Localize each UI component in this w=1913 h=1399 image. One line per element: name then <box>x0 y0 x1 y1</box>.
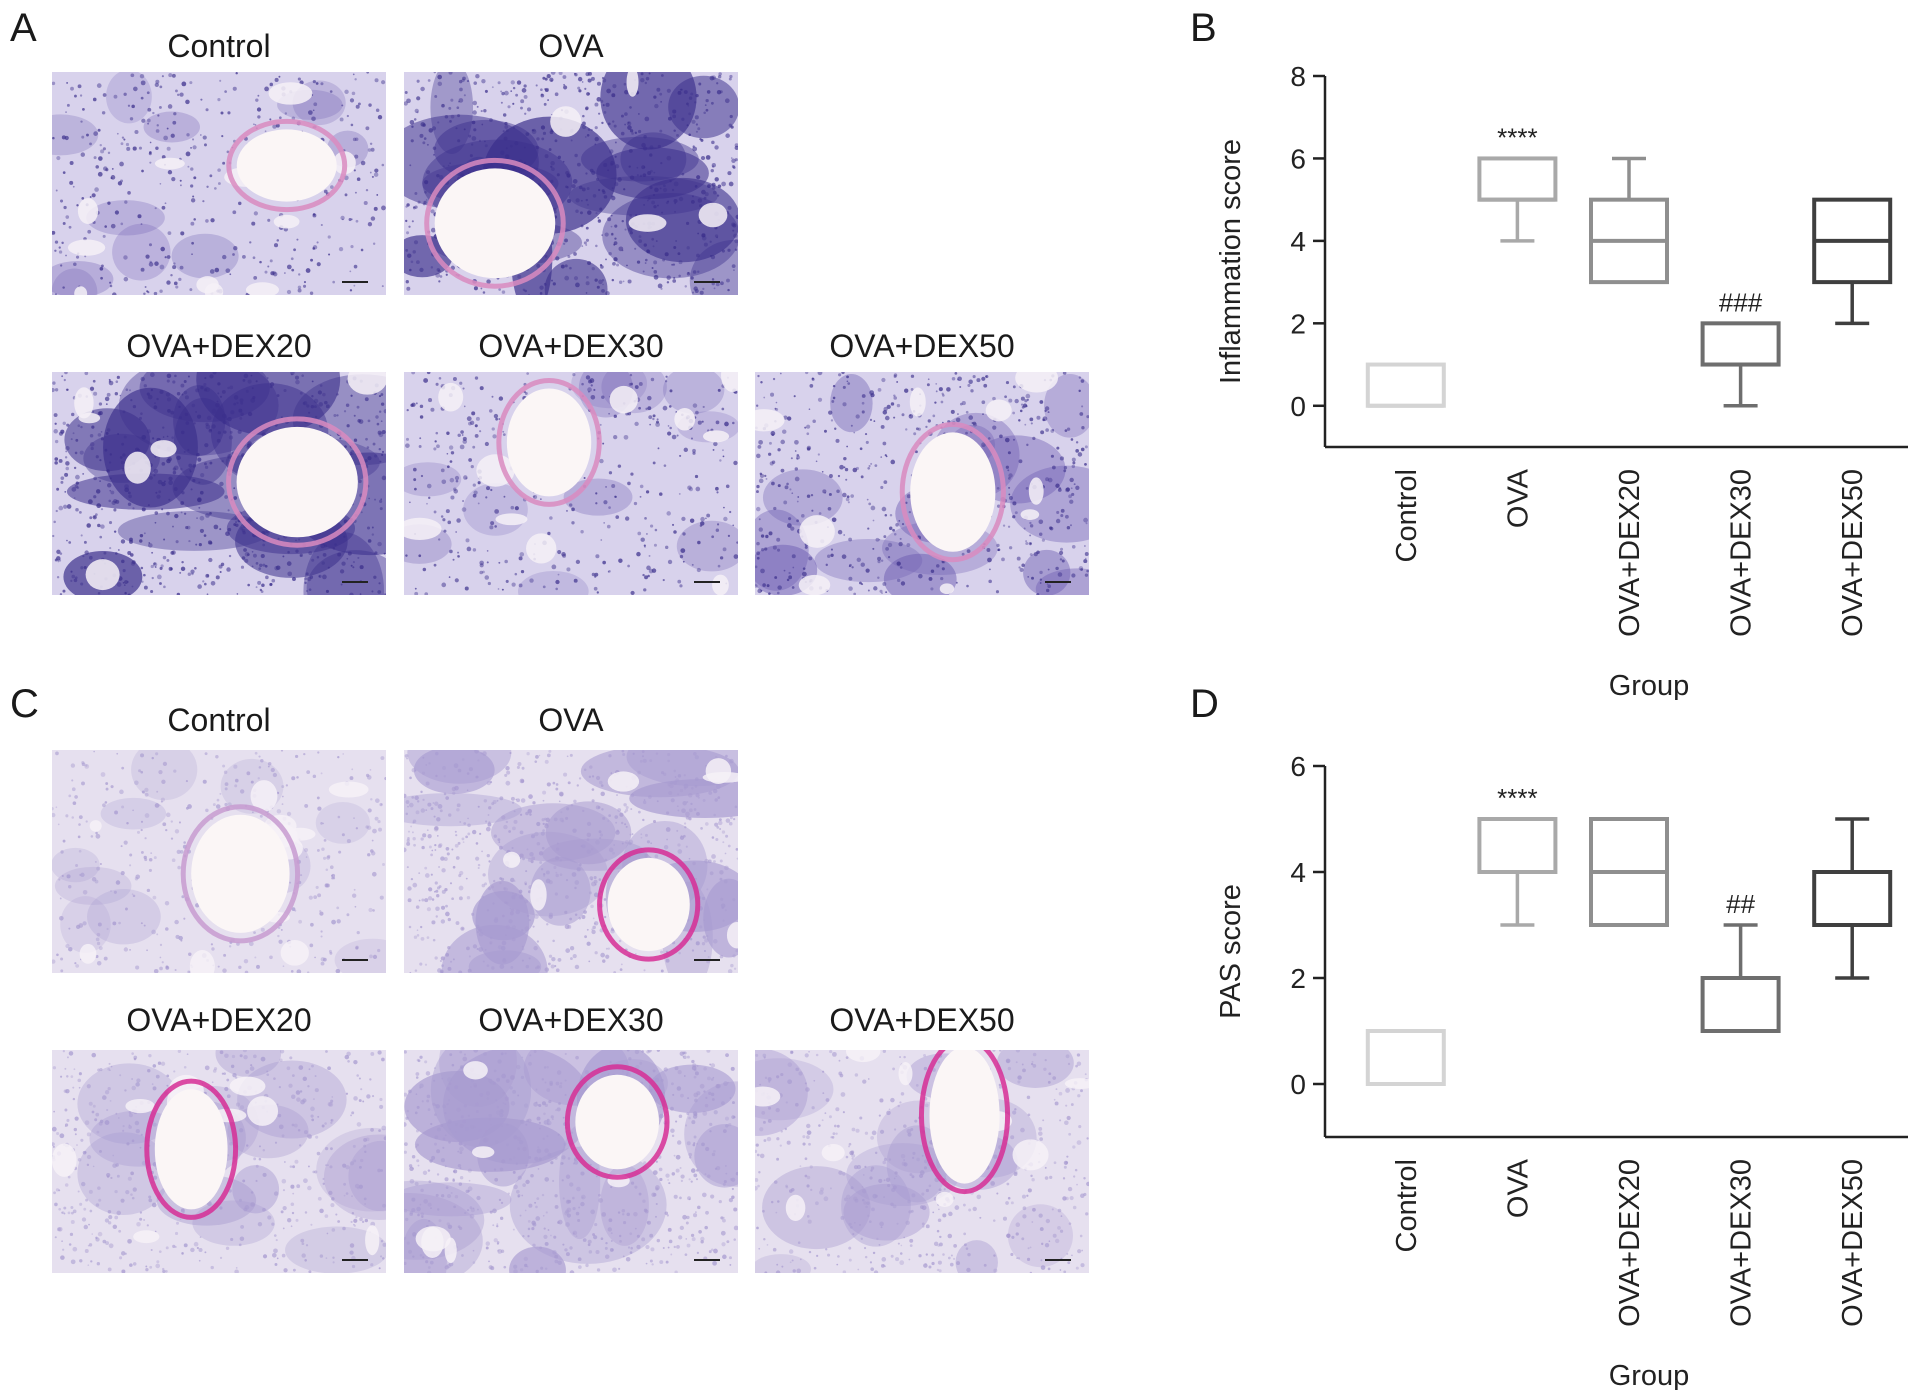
y-axis-title: Inflammation score <box>1215 139 1247 384</box>
micrograph-title-c-3: OVA+DEX20 <box>126 1002 312 1038</box>
box-ova <box>1477 156 1558 243</box>
micrograph-a-5 <box>755 372 1089 595</box>
micrograph-c-1 <box>52 750 386 973</box>
y-axis-title: PAS score <box>1215 884 1247 1019</box>
micrograph-title-c-2: OVA <box>538 702 604 738</box>
y-tick-label: 6 <box>1290 751 1306 782</box>
x-tick-label: OVA <box>1502 468 1534 528</box>
chart-b-svg: 0 2 4 6 8 Inflammation score Control **** OVA OVA… <box>1215 61 1908 702</box>
y-tick-label: 8 <box>1290 61 1306 92</box>
panel-letter-b: B <box>1190 6 1217 50</box>
x-tick-label: OVA+DEX20 <box>1614 1159 1646 1327</box>
micrograph-a-2 <box>404 72 738 295</box>
box-ova-dex30 <box>1700 321 1781 408</box>
x-tick-label: Control <box>1391 469 1423 563</box>
box-ova-dex30 <box>1700 923 1781 1033</box>
box-control <box>1365 1029 1446 1086</box>
significance-annotation: **** <box>1497 783 1537 813</box>
y-tick-label: 0 <box>1290 1069 1306 1100</box>
x-tick-label: OVA+DEX50 <box>1837 1159 1869 1327</box>
x-tick-label: OVA+DEX30 <box>1726 469 1758 637</box>
y-tick-label: 6 <box>1290 143 1306 174</box>
chart-d-svg: 0 2 4 6 PAS score Control **** OVA OVA+DEX20 ## OV… <box>1215 751 1908 1392</box>
micrograph-c-2 <box>404 750 738 973</box>
panel-letter-a: A <box>10 6 37 50</box>
x-tick-label: OVA+DEX20 <box>1614 469 1646 637</box>
x-axis-title: Group <box>1609 670 1690 700</box>
x-axis-title: Group <box>1609 1360 1690 1390</box>
micrograph-title-c-5: OVA+DEX50 <box>829 1002 1015 1038</box>
micrograph-title-a-5: OVA+DEX50 <box>829 328 1015 364</box>
micrograph-title-a-2: OVA <box>538 28 604 64</box>
box-ova <box>1477 817 1558 927</box>
chart-b-inflammation-score: 0 2 4 6 8 Inflammation score Control **** OVA OVA… <box>1160 0 1913 702</box>
micrograph-title-c-1: Control <box>167 702 271 738</box>
y-tick-label: 2 <box>1290 308 1306 339</box>
box-ova-dex50 <box>1812 197 1893 326</box>
y-tick-label: 2 <box>1290 963 1306 994</box>
panel-letter-c: C <box>10 682 39 726</box>
box-ova-dex20 <box>1589 817 1669 927</box>
x-tick-label: OVA+DEX50 <box>1837 469 1869 637</box>
significance-annotation: ### <box>1719 287 1763 317</box>
significance-annotation: **** <box>1497 122 1537 152</box>
micrograph-title-c-4: OVA+DEX30 <box>478 1002 664 1038</box>
x-tick-label: Control <box>1391 1159 1423 1253</box>
micrograph-a-1 <box>52 72 386 295</box>
micrograph-a-3 <box>52 372 386 595</box>
x-tick-label: OVA+DEX30 <box>1726 1159 1758 1327</box>
box-ova-dex20 <box>1589 156 1669 285</box>
micrograph-a-4 <box>404 372 738 595</box>
box-control <box>1365 362 1446 408</box>
x-tick-label: OVA <box>1502 1158 1534 1218</box>
micrograph-title-a-1: Control <box>167 28 271 64</box>
significance-annotation: ## <box>1726 889 1755 919</box>
box-ova-dex50 <box>1812 817 1893 980</box>
micrograph-title-a-3: OVA+DEX20 <box>126 328 312 364</box>
y-tick-label: 4 <box>1290 857 1306 888</box>
chart-d-pas-score: 0 2 4 6 PAS score Control **** OVA OVA+DEX20 ## OV… <box>1160 690 1913 1392</box>
micrograph-title-a-4: OVA+DEX30 <box>478 328 664 364</box>
micrograph-c-3 <box>52 1050 386 1273</box>
micrograph-c-4 <box>404 1050 738 1273</box>
micrograph-c-5 <box>755 1050 1089 1273</box>
y-tick-label: 4 <box>1290 226 1306 257</box>
panel-letter-d: D <box>1190 682 1219 726</box>
y-tick-label: 0 <box>1290 391 1306 422</box>
